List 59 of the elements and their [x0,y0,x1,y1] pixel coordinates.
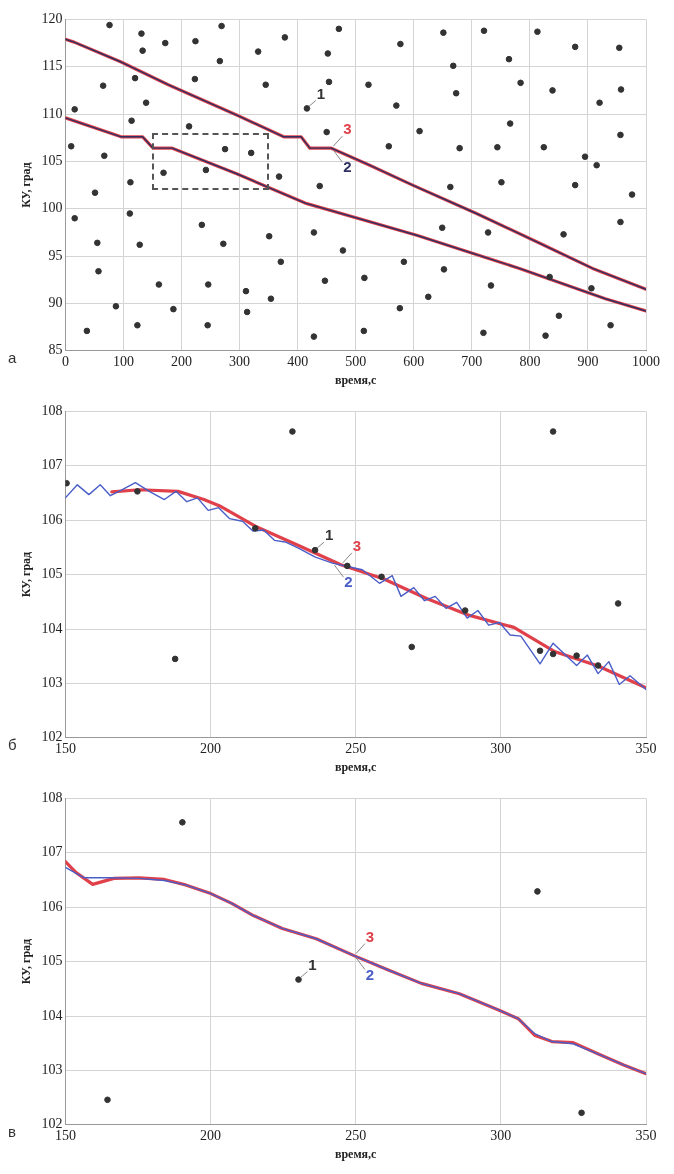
y-axis-title: КУ, град [19,551,34,598]
x-tick-label: 250 [345,740,367,756]
x-tick-label: 200 [171,353,193,369]
x-tick-label: 300 [229,353,251,369]
y-tick-label: 108 [41,790,63,806]
text: 1 [308,955,317,973]
y-tick-label: 107 [41,457,63,473]
y-tick-label: 85 [48,342,63,358]
y-tick-label: 105 [41,153,63,169]
x-tick-label: 350 [635,1127,657,1143]
x-tick-label: 150 [54,1127,76,1143]
y-tick-label: 103 [41,1062,63,1078]
text: б [8,736,17,753]
y-tick-label: 100 [41,200,63,216]
y-tick-label: 107 [41,844,63,860]
x-tick-label: 150 [54,740,76,756]
x-tick-label: 700 [461,353,483,369]
y-tick-label: 120 [41,11,63,27]
x-tick-label: 900 [577,353,599,369]
x-tick-label: 300 [490,1127,512,1143]
series-label: 2 [343,158,352,176]
y-tick-label: 103 [41,675,63,691]
x-tick-label: 0 [61,353,69,369]
x-tick-label: 300 [490,740,512,756]
series-label: 3 [343,120,352,138]
y-tick-label: 108 [41,403,63,419]
x-tick-label: 1000 [632,353,660,369]
y-tick-label: 104 [41,620,63,636]
x-tick-label: 200 [200,1127,222,1143]
x-axis-title: время,с [334,1146,378,1161]
y-tick-label: 106 [41,898,63,914]
x-tick-label: 800 [519,353,541,369]
series-label: 2 [365,965,375,983]
y-tick-label: 106 [41,511,63,527]
series-label: 2 [344,573,353,591]
y-tick-label: 95 [48,247,63,263]
x-tick-label: 200 [200,740,222,756]
series-label: 3 [365,927,375,945]
y-tick-label: 115 [41,58,63,74]
text: 1 [324,526,334,544]
x-tick-label: 100 [112,353,134,369]
y-axis-title: КУ, град [19,162,34,208]
text: в [8,1123,16,1140]
y-tick-label: 105 [41,953,63,969]
x-axis-title: время,с [334,372,378,387]
x-axis-title: время,с [334,759,378,774]
series-label: 3 [352,536,362,554]
x-tick-label: 600 [403,353,425,369]
x-tick-label: 350 [635,740,657,756]
y-tick-label: 105 [41,566,63,582]
y-tick-label: 110 [41,105,63,121]
text: 1 [316,84,326,102]
x-tick-label: 400 [287,353,309,369]
y-tick-label: 104 [41,1007,63,1023]
y-tick-label: 90 [48,295,63,311]
text: а [8,349,17,366]
x-tick-label: 250 [345,1127,367,1143]
y-axis-title: КУ, град [19,938,34,985]
x-tick-label: 500 [345,353,367,369]
